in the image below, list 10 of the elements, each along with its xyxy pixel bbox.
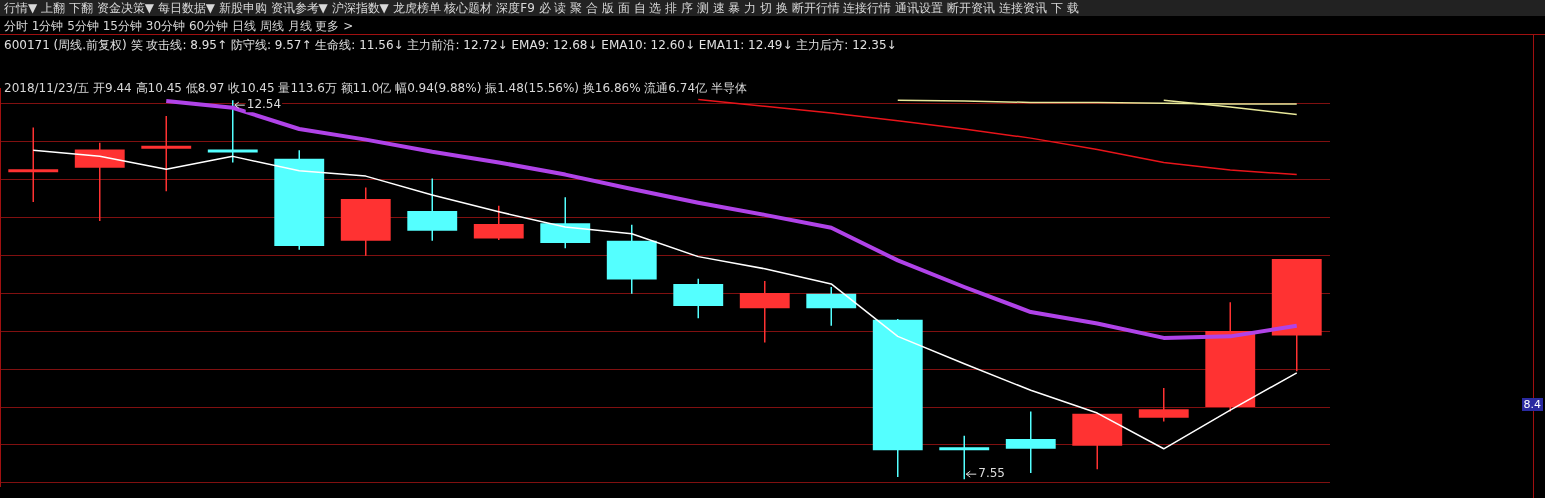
annotation: 12.54	[246, 97, 282, 112]
candlestick	[141, 115, 192, 193]
text: 8.4	[1521, 398, 1543, 411]
candlestick	[8, 126, 59, 203]
annotation: 7.55	[978, 466, 1005, 481]
annotation: 2018/11/23/五 开9.44 高10.45 低8.97 收10.45 量113.6万 额11.0亿 幅0.94(9.88%) 振1.48(15.56%) 换16.86% 流通6.74亿 半导体	[4, 80, 747, 97]
text: 分时 1分钟 5分钟 15分钟 30分钟 60分钟 日线 周线 月线 更多 >	[4, 18, 354, 35]
candlestick	[1005, 410, 1056, 474]
text: 行情▼ 上翻 下翻 资金决策▼ 每日数据▼ 新股申购 资讯参考▼ 沪深指数▼ 龙虎榜单 核心题材 深度F9 必 读 聚 合 版 面 自 选 排 序 测 速 暴 力 切 换 断开行情 连接行情 通讯设置 断开资讯 连接资讯 下 载	[0, 0, 1545, 16]
text: 600171 (周线.前复权) 笑 攻击线: 8.95↑ 防守线: 9.57↑ 生命线: 11.56↓ 主力前沿: 12.72↓ EMA9: 12.68↓ EMA10: 12.60↓ EMA11: 12.49↓ 主力后方: 12.35↓	[4, 37, 897, 54]
